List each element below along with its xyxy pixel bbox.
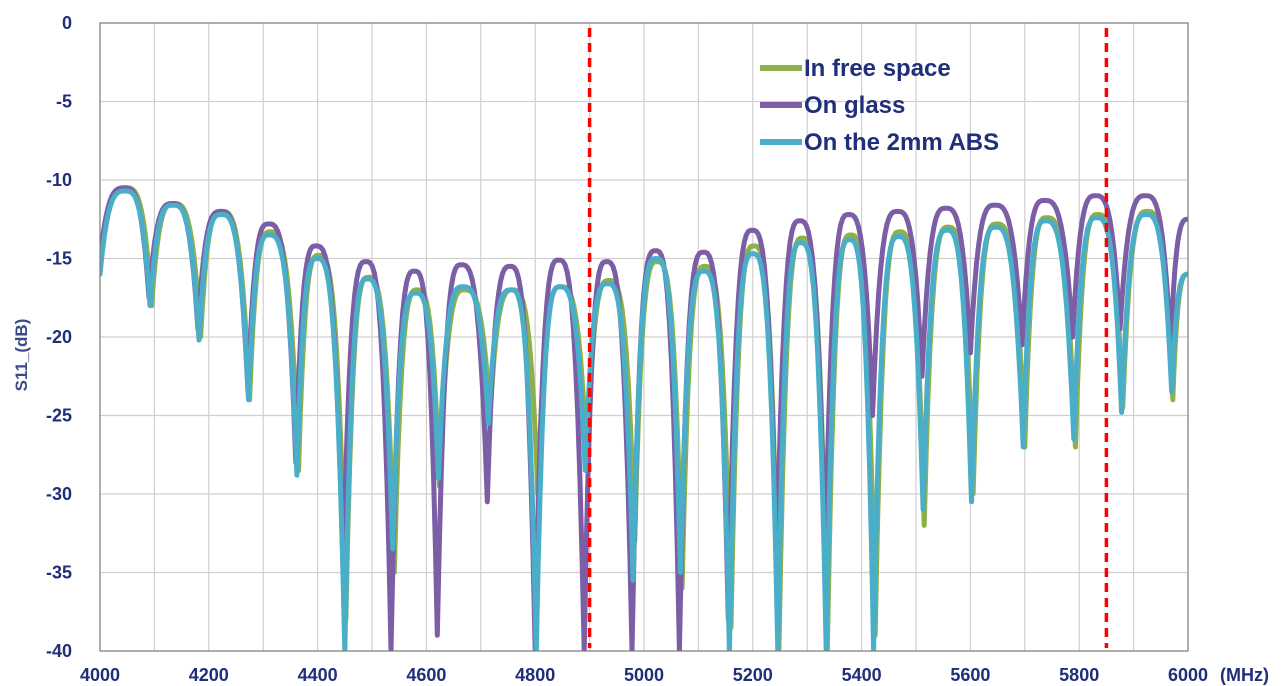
legend-label: On glass <box>804 92 905 119</box>
y-tick-label: -40 <box>46 641 72 661</box>
y-tick-label: -25 <box>46 406 72 426</box>
y-axis-title: S11_(dB) <box>12 319 31 392</box>
x-tick-label: 4000 <box>80 665 120 685</box>
series-line-2 <box>100 188 1188 651</box>
x-tick-label: 5200 <box>733 665 773 685</box>
reference-lines <box>587 28 1109 648</box>
x-tick-label: 6000 <box>1168 665 1208 685</box>
y-tick-label: -20 <box>46 327 72 347</box>
legend-label: In free space <box>804 55 951 82</box>
x-tick-label: 4800 <box>515 665 555 685</box>
y-tick-label: -10 <box>46 170 72 190</box>
y-tick-label: -15 <box>46 249 72 269</box>
x-tick-labels: 4000 4200 4400 4600 4800 5000 5200 5400 5600 5800… <box>80 665 1208 685</box>
plot-frame <box>99 22 1189 652</box>
y-tick-label: -35 <box>46 563 72 583</box>
y-tick-labels: 0 -5 -10 -15 -20 -25 -30 -35 -40 <box>46 13 72 661</box>
x-tick-label: 5800 <box>1059 665 1099 685</box>
y-tick-label: -5 <box>56 92 72 112</box>
x-axis-unit-label: (MHz) <box>1220 665 1269 685</box>
x-tick-label: 5600 <box>950 665 990 685</box>
y-tick-label: 0 <box>62 13 72 33</box>
legend: In free space On glass On the 2mm ABS <box>760 55 999 156</box>
x-tick-label: 5000 <box>624 665 664 685</box>
x-tick-label: 4400 <box>298 665 338 685</box>
legend-label: On the 2mm ABS <box>804 129 999 156</box>
series-layer <box>100 185 1188 651</box>
x-tick-label: 4600 <box>406 665 446 685</box>
x-tick-label: 5400 <box>842 665 882 685</box>
y-tick-label: -30 <box>46 484 72 504</box>
x-tick-label: 4200 <box>189 665 229 685</box>
